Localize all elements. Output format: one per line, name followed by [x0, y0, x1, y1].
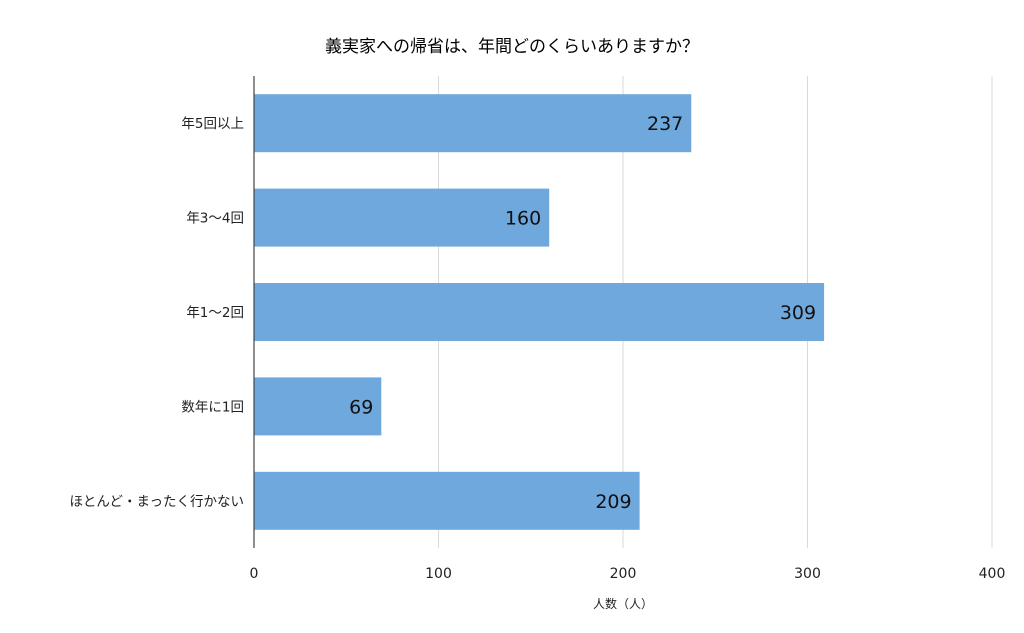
- category-label: 数年に1回: [181, 399, 244, 415]
- x-axis-label: 人数（人）: [593, 596, 653, 611]
- bar: [254, 471, 640, 530]
- x-tick-label: 200: [610, 566, 637, 582]
- category-label: ほとんど・まったく行かない: [69, 494, 244, 510]
- data-label: 237: [647, 113, 683, 135]
- x-axis: 0 100 200 300 400: [250, 566, 1006, 582]
- bars: 237 160 309 69 209: [254, 94, 825, 530]
- bar: [254, 188, 550, 247]
- data-label: 209: [595, 491, 631, 513]
- data-label: 309: [780, 302, 816, 324]
- category-label: 年1〜2回: [186, 305, 244, 321]
- x-tick-label: 100: [425, 566, 452, 582]
- bar: [254, 94, 692, 153]
- chart-title: 義実家への帰省は、年間どのくらいありますか？: [325, 37, 699, 57]
- data-label: 69: [349, 396, 373, 418]
- x-tick-label: 300: [794, 566, 821, 582]
- category-label: 年3〜4回: [186, 211, 244, 227]
- bar: [254, 377, 382, 436]
- x-tick-label: 400: [979, 566, 1006, 582]
- x-tick-label: 0: [250, 566, 259, 582]
- data-label: 160: [505, 208, 541, 230]
- category-label: 年5回以上: [181, 116, 244, 132]
- bar: [254, 283, 825, 341]
